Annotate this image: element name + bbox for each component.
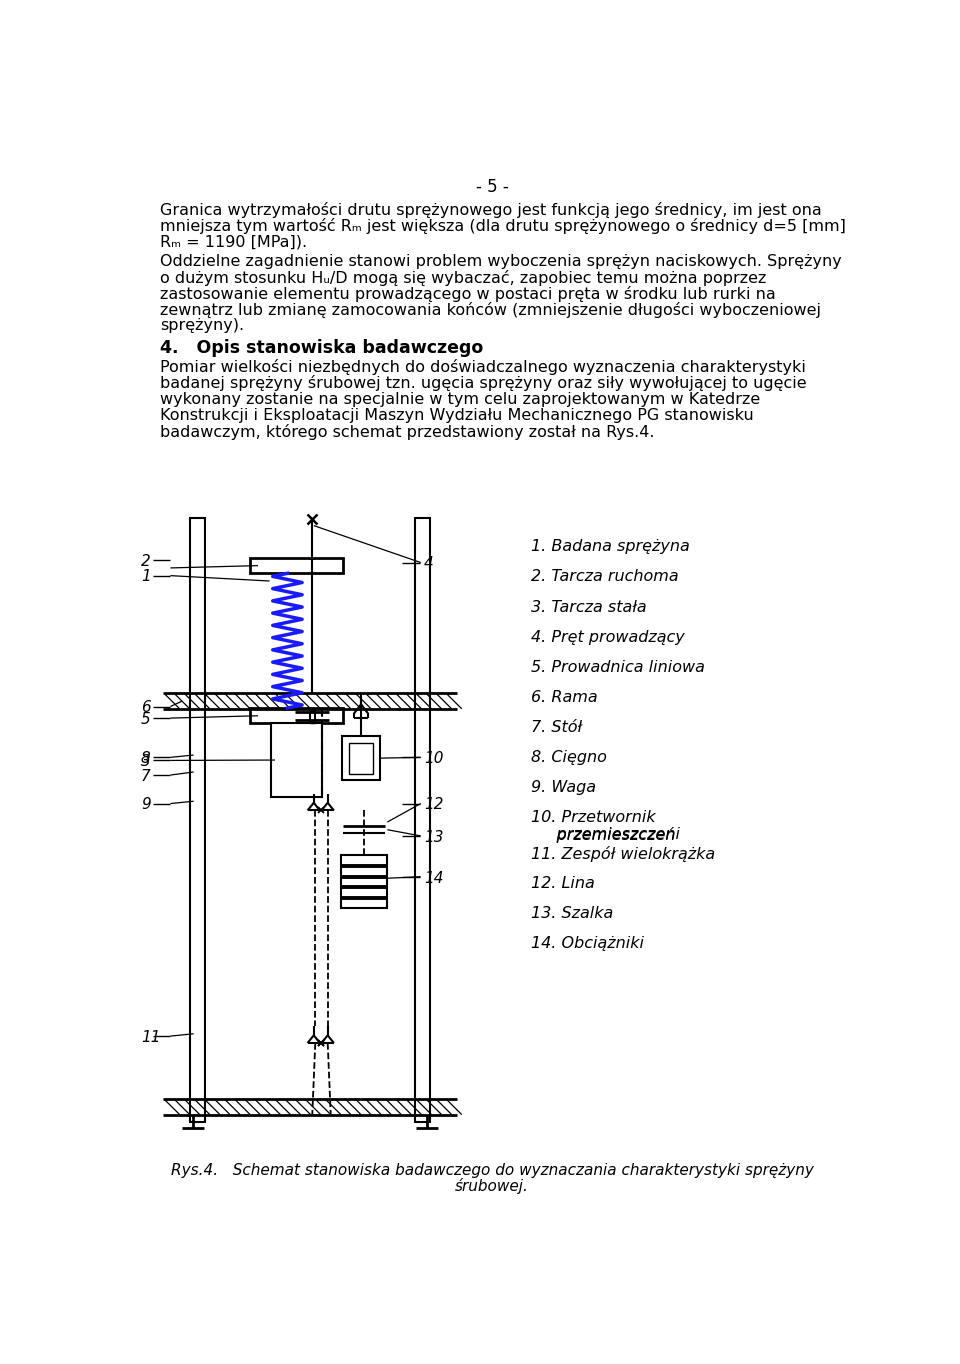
Text: 9. Waga: 9. Waga: [531, 780, 596, 795]
Text: 7: 7: [141, 769, 151, 784]
Text: o dużym stosunku Hᵤ/D mogą się wybaczać, zapobiec temu można poprzez: o dużym stosunku Hᵤ/D mogą się wybaczać,…: [160, 270, 767, 286]
Text: 1. Badana sprężyna: 1. Badana sprężyna: [531, 539, 689, 554]
Text: mniejsza tym wartość Rₘ jest większa (dla drutu sprężynowego o średnicy d=5 [mm]: mniejsza tym wartość Rₘ jest większa (dl…: [160, 218, 846, 235]
Text: 5: 5: [141, 712, 151, 727]
Bar: [342, 735, 380, 780]
Bar: [341, 855, 388, 907]
Text: 2: 2: [141, 554, 151, 569]
Text: 12: 12: [423, 798, 444, 813]
Text: 3: 3: [141, 754, 151, 769]
Bar: [251, 708, 344, 723]
Text: 4: 4: [423, 557, 434, 572]
Text: Pomiar wielkości niezbędnych do doświadczalnego wyznaczenia charakterystyki: Pomiar wielkości niezbędnych do doświadc…: [160, 359, 806, 375]
Text: badawczym, którego schemat przedstawiony został na Rys.4.: badawczym, którego schemat przedstawiony…: [160, 424, 655, 441]
Text: 1: 1: [141, 570, 151, 584]
Text: wykonany zostanie na specjalnie w tym celu zaprojektowanym w Katedrze: wykonany zostanie na specjalnie w tym ce…: [160, 391, 760, 406]
Text: 13. Szalka: 13. Szalka: [531, 906, 613, 921]
Text: 5. Prowadnica liniowa: 5. Prowadnica liniowa: [531, 660, 705, 675]
Text: śrubowej.: śrubowej.: [455, 1177, 529, 1194]
Text: 9: 9: [141, 798, 151, 813]
Bar: [271, 723, 322, 797]
Bar: [251, 558, 344, 573]
Text: 7. Stół: 7. Stół: [531, 720, 582, 735]
Text: Rₘ = 1190 [MPa]).: Rₘ = 1190 [MPa]).: [160, 235, 307, 250]
Text: Konstrukcji i Eksploatacji Maszyn Wydziału Mechanicznego PG stanowisku: Konstrukcji i Eksploatacji Maszyn Wydzia…: [160, 408, 754, 423]
Bar: [310, 709, 315, 722]
Text: zastosowanie elementu prowadzącego w postaci pręta w środku lub rurki na: zastosowanie elementu prowadzącego w pos…: [160, 286, 776, 301]
Text: badanej sprężyny śrubowej tzn. ugęcia sprężyny oraz siły wywołującej to ugęcie: badanej sprężyny śrubowej tzn. ugęcia sp…: [160, 375, 807, 391]
Text: Rys.4.   Schemat stanowiska badawczego do wyznaczania charakterystyki sprężyny: Rys.4. Schemat stanowiska badawczego do …: [171, 1163, 813, 1178]
Text: 8. Cięgno: 8. Cięgno: [531, 750, 607, 765]
Text: 8: 8: [141, 752, 151, 767]
Text: 3. Tarcza stała: 3. Tarcza stała: [531, 600, 646, 615]
Text: 6: 6: [141, 700, 151, 715]
Text: Oddzielne zagadnienie stanowi problem wyboczenia sprężyn naciskowych. Sprężyny: Oddzielne zagadnienie stanowi problem wy…: [160, 254, 842, 269]
Text: 2. Tarcza ruchoma: 2. Tarcza ruchoma: [531, 570, 679, 584]
Bar: [348, 743, 373, 773]
Text: 10: 10: [423, 752, 444, 767]
Text: 4.   Opis stanowiska badawczego: 4. Opis stanowiska badawczego: [160, 340, 484, 357]
Text: 13: 13: [423, 829, 444, 844]
Text: 12. Lina: 12. Lina: [531, 876, 594, 891]
Text: przemieszczeń: przemieszczeń: [531, 827, 675, 843]
Text: sprężyny).: sprężyny).: [160, 318, 245, 333]
Text: zewnątrz lub zmianę zamocowania końców (zmniejszenie długości wyboczeniowej: zewnątrz lub zmianę zamocowania końców (…: [160, 303, 822, 318]
Text: Granica wytrzymałości drutu sprężynowego jest funkcją jego średnicy, im jest ona: Granica wytrzymałości drutu sprężynowego…: [160, 202, 822, 218]
Text: 11. Zespół wielokrążka: 11. Zespół wielokrążka: [531, 846, 715, 862]
Text: - 5 -: - 5 -: [475, 177, 509, 195]
Bar: [415, 518, 430, 1123]
Text: 6. Rama: 6. Rama: [531, 690, 597, 705]
Text: 4. Pręt prowadzący: 4. Pręt prowadzący: [531, 630, 684, 645]
Text: 10. Przetwornik: 10. Przetwornik: [531, 810, 656, 825]
Text: przemieszczeni: przemieszczeni: [531, 827, 680, 842]
Text: 14. Obciążniki: 14. Obciążniki: [531, 936, 644, 951]
Bar: [190, 518, 205, 1123]
Text: 11: 11: [141, 1030, 160, 1045]
Text: 14: 14: [423, 870, 444, 885]
